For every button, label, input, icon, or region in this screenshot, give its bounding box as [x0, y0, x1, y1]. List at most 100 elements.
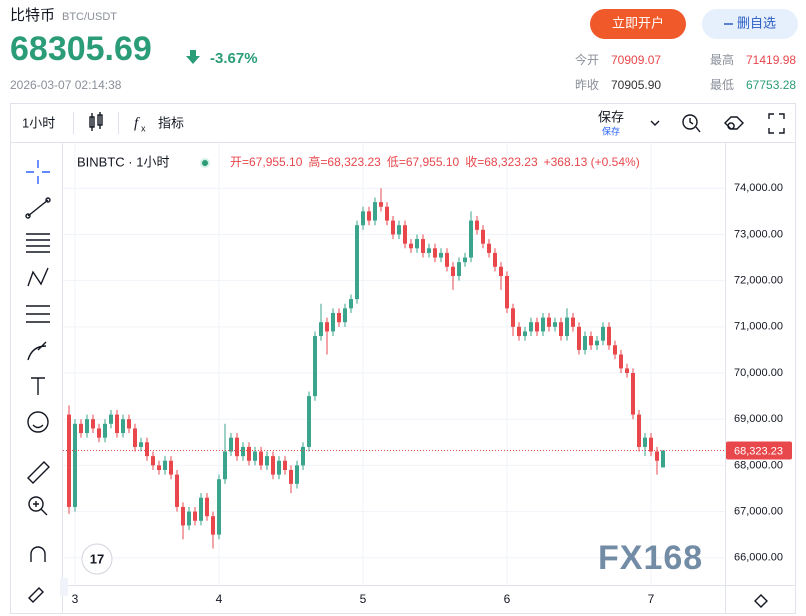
candle-body: [511, 308, 515, 327]
candle-body: [481, 229, 485, 244]
price: 68305.69: [10, 30, 152, 68]
candle-body: [187, 511, 191, 526]
candle-type-icon[interactable]: [89, 112, 103, 131]
candle-body: [607, 326, 611, 346]
candle-body: [439, 252, 443, 258]
candle-body: [151, 456, 155, 466]
tv-logo-mark: 17: [90, 551, 104, 566]
candle-body: [355, 225, 359, 300]
candle-body: [571, 317, 575, 327]
candle-body: [451, 266, 455, 277]
candle-body: [235, 437, 239, 457]
drawing-tools[interactable]: [25, 160, 51, 603]
candle-body: [547, 317, 551, 327]
candle-body: [529, 322, 533, 332]
candle-body: [79, 423, 83, 434]
candle-body: [415, 239, 419, 249]
settings-icon[interactable]: [724, 116, 744, 130]
candle-body: [403, 225, 407, 244]
fullscreen-icon[interactable]: [768, 113, 785, 134]
candle-body: [103, 423, 107, 438]
candle-body: [391, 220, 395, 235]
candle-body: [331, 312, 335, 332]
candle-body: [631, 373, 635, 415]
fx-icon[interactable]: f: [134, 115, 140, 131]
x-tick-label: 4: [216, 592, 223, 606]
candle-body: [625, 368, 629, 374]
stat-value: 70909.07: [611, 53, 661, 67]
candle-body: [133, 428, 137, 447]
candle-body: [613, 345, 617, 355]
price-change: -3.67%: [210, 50, 258, 67]
y-tick-label: 66,000.00: [734, 552, 783, 564]
y-tick-label: 70,000.00: [734, 367, 783, 379]
alert-icon[interactable]: [682, 114, 701, 133]
candle-body: [199, 497, 203, 521]
stat-label: 最高: [710, 52, 734, 67]
candle-body: [517, 326, 521, 337]
y-tick-label: 72,000.00: [734, 275, 783, 287]
candle-body: [277, 460, 281, 475]
candle-body: [559, 322, 563, 337]
candle-body: [523, 331, 527, 337]
candle-body: [241, 446, 245, 457]
candle-body: [553, 322, 557, 327]
candle-body: [259, 451, 263, 466]
open-account-label[interactable]: 立即开户: [612, 15, 664, 30]
collapse-tab[interactable]: [60, 578, 68, 596]
candle-body: [343, 308, 347, 323]
candle-body: [637, 414, 641, 447]
candle-body: [73, 423, 77, 507]
save-button[interactable]: 保存: [598, 109, 624, 124]
candle-body: [409, 243, 413, 249]
candle-body: [319, 322, 323, 337]
x-tick-label: 6: [504, 592, 511, 606]
candle-body: [121, 419, 125, 434]
chevron[interactable]: [650, 120, 660, 126]
candle-body: [367, 211, 371, 221]
y-tick-label: 73,000.00: [734, 228, 783, 240]
candle-body: [301, 446, 305, 466]
fx-icon-sub[interactable]: x: [141, 123, 146, 133]
candle-body: [499, 266, 503, 277]
interval-button[interactable]: 1小时: [22, 115, 55, 130]
remove-watchlist-button[interactable]: [702, 9, 798, 39]
y-tick-label: 69,000.00: [734, 413, 783, 425]
candle-body: [217, 479, 221, 535]
candle-body: [139, 442, 143, 447]
open-account-button[interactable]: [590, 9, 686, 39]
stat-value: 70905.90: [611, 78, 661, 92]
candle-body: [265, 456, 269, 466]
candle-body: [205, 497, 209, 517]
candle-body: [109, 414, 113, 424]
timestamp: 2026-03-07 02:14:38: [10, 78, 122, 92]
x-tick-label: 3: [72, 592, 79, 606]
x-tick-label: 5: [360, 592, 367, 606]
candle-body: [181, 506, 185, 526]
asset-name: 比特币: [10, 7, 55, 24]
axis-settings-icon[interactable]: [754, 594, 768, 608]
candle-body: [85, 419, 89, 434]
candle-body: [541, 317, 545, 332]
save-status: 保存: [602, 125, 620, 136]
candle-body: [535, 322, 539, 332]
indicators-button[interactable]: 指标: [158, 115, 184, 130]
stat-value: 71419.98: [746, 53, 796, 67]
y-tick-label: 71,000.00: [734, 321, 783, 333]
candle-body: [283, 460, 287, 470]
candle-body: [457, 262, 461, 277]
candle-body: [211, 516, 215, 535]
ohlc-open: 开=67,955.10: [230, 155, 303, 169]
candle-body: [163, 460, 167, 470]
candle-body: [373, 202, 377, 221]
candle-body: [475, 220, 479, 230]
candle-body: [649, 437, 653, 452]
candle-body: [193, 511, 197, 521]
remove-watchlist-label[interactable]: 删自选: [737, 15, 776, 30]
candle-body: [67, 414, 71, 507]
candle-body: [145, 442, 149, 457]
candle-body: [223, 451, 227, 480]
candle-body: [463, 257, 467, 263]
last-price-label: 68,323.23: [734, 445, 783, 457]
